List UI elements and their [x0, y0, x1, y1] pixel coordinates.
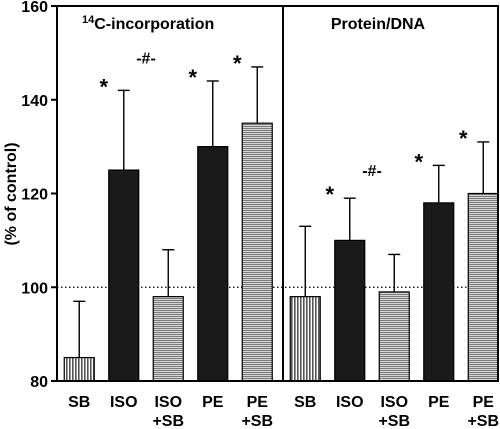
bar [334, 239, 366, 382]
x-tick-label: SB [68, 394, 90, 411]
panel-title-incorporation: 14C-incorporation [82, 14, 214, 33]
bar [152, 296, 184, 382]
bar [63, 356, 95, 382]
significance-marker: * [459, 126, 468, 151]
x-tick-label: PE [473, 394, 495, 411]
significance-marker: * [99, 74, 108, 99]
x-tick-label: ISO [336, 394, 364, 411]
title-main: C-incorporation [94, 16, 214, 33]
panel-title-protein-dna: Protein/DNA [331, 16, 426, 33]
significance-marker: * [325, 182, 334, 207]
y-tick-label: 140 [21, 93, 48, 110]
x-tick-label: PE [428, 394, 450, 411]
significance-marker: * [414, 149, 423, 174]
bar [197, 146, 229, 382]
group-comparison-annotation: -#- [362, 163, 382, 180]
bar [467, 192, 499, 382]
bar [241, 122, 273, 382]
group-comparison-annotation: -#- [136, 51, 156, 68]
x-tick-label: PE [202, 394, 224, 411]
significance-marker: * [233, 51, 242, 76]
title-superscript: 14 [82, 14, 95, 26]
x-tick-label: +SB [241, 413, 273, 429]
y-tick-label: 80 [30, 374, 48, 391]
x-tick-label: +SB [378, 413, 410, 429]
y-axis-label: (% of control) [3, 142, 20, 245]
x-tick-label: PE [247, 394, 269, 411]
significance-marker: * [188, 65, 197, 90]
y-tick-label: 160 [21, 0, 48, 16]
y-tick-label: 120 [21, 187, 48, 204]
x-tick-label: ISO [110, 394, 138, 411]
bar [423, 202, 455, 382]
y-tick-label: 100 [21, 280, 48, 297]
bar [378, 291, 410, 382]
x-tick-label: +SB [467, 413, 499, 429]
x-tick-label: +SB [152, 413, 184, 429]
bar [289, 296, 321, 382]
x-tick-label: ISO [154, 394, 182, 411]
x-tick-label: ISO [380, 394, 408, 411]
bar [108, 169, 140, 382]
x-tick-label: SB [294, 394, 316, 411]
